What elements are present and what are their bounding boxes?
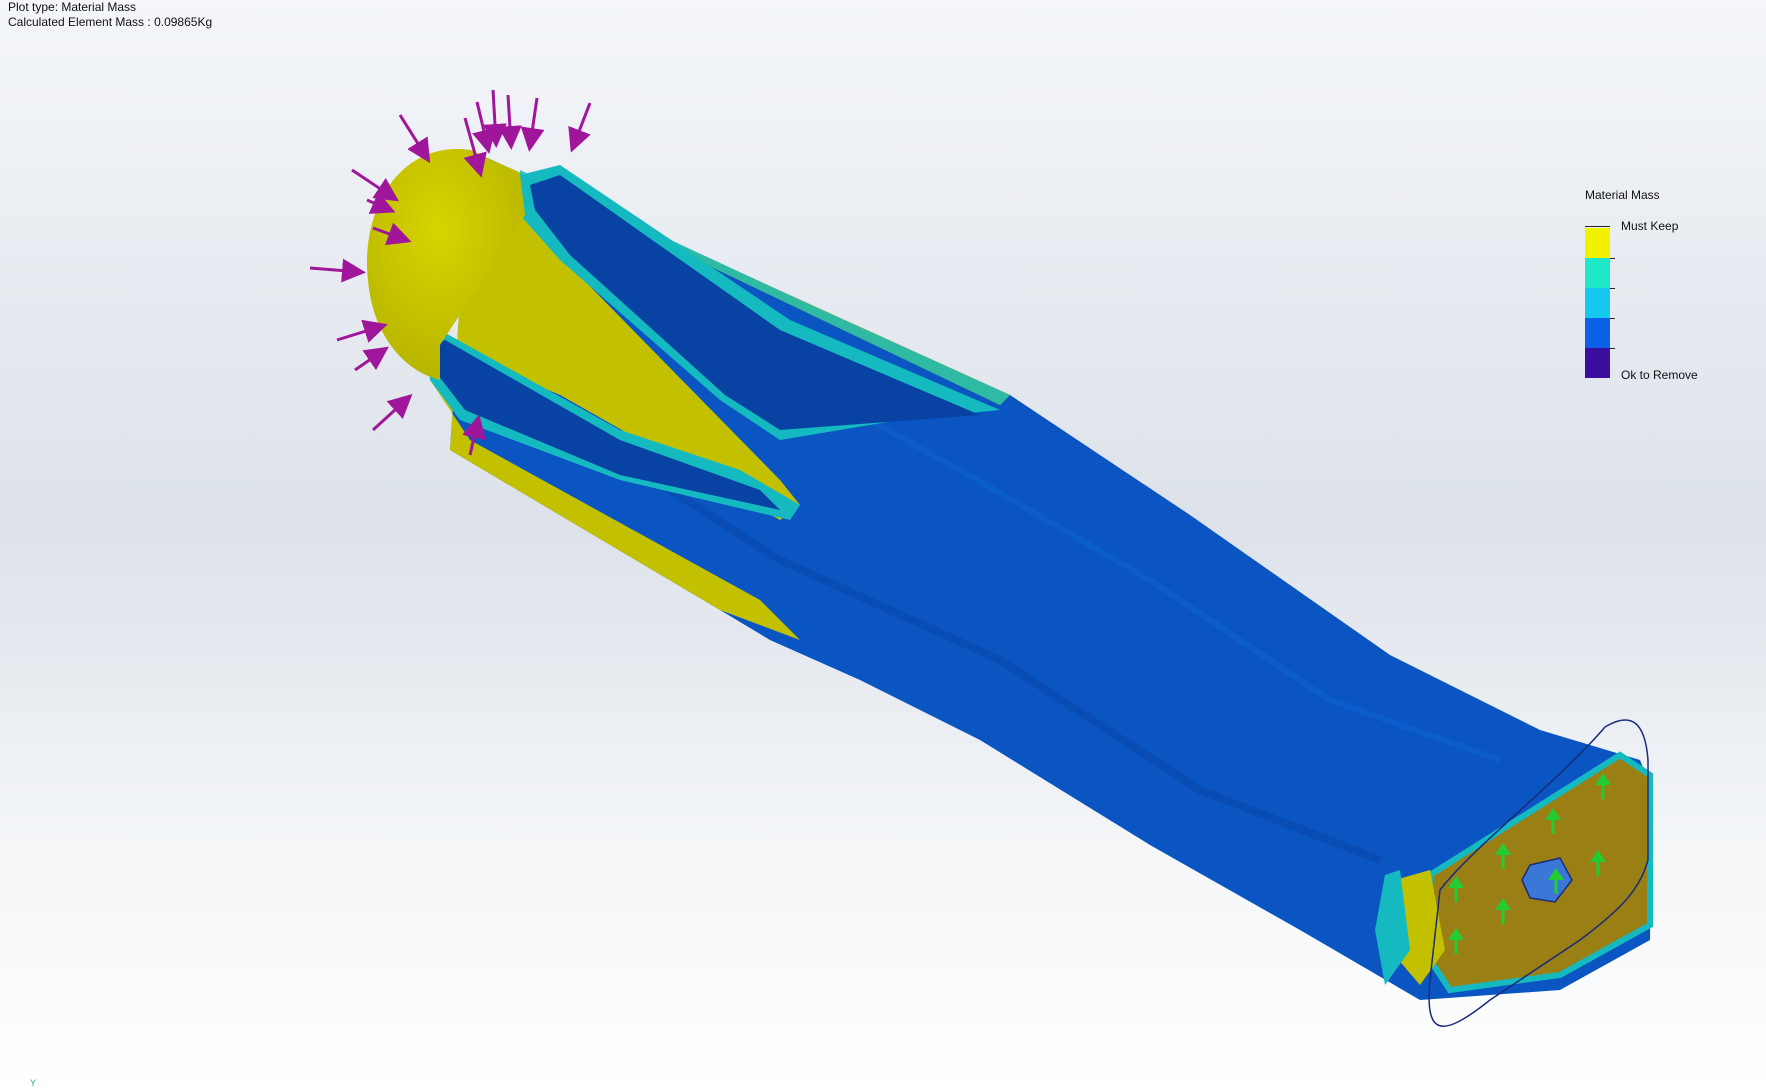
load-arrow (462, 414, 486, 456)
plot-type-text: Plot type: Material Mass (8, 0, 137, 14)
fixture-symbol (1495, 898, 1511, 924)
load-arrow (336, 319, 388, 343)
legend-title: Material Mass (1585, 188, 1660, 202)
topology-model[interactable] (366, 149, 1653, 1027)
end-cap (366, 149, 525, 380)
load-arrows (309, 89, 592, 456)
fixture-markers (1448, 773, 1611, 954)
load-arrow (354, 346, 389, 372)
load-arrow (366, 191, 396, 214)
legend-tick (1610, 288, 1615, 289)
load-arrow (482, 89, 507, 148)
load-arrow (472, 101, 496, 154)
load-arrow (372, 222, 412, 246)
cavity-upper-core (530, 175, 980, 430)
fixture-symbol (1495, 843, 1511, 869)
plot-info: Plot type: Material Mass Calculated Elem… (8, 0, 212, 30)
cavity-lower-core (433, 340, 780, 510)
end-hole (1521, 857, 1573, 903)
load-arrow (568, 102, 592, 153)
view-triad-label: Y (30, 1078, 37, 1088)
load-arrow (351, 168, 399, 202)
legend-min-label: Ok to Remove (1621, 368, 1698, 382)
legend-tick (1610, 348, 1615, 349)
legend-swatch (1585, 258, 1610, 288)
fixture-symbol (1448, 928, 1464, 954)
load-arrow (520, 97, 545, 152)
fixture-symbol (1595, 773, 1611, 799)
legend-swatch (1585, 288, 1610, 318)
legend-swatch (1585, 228, 1610, 258)
calculated-mass-value: 0.09865Kg (154, 15, 213, 29)
fixture-symbol (1448, 876, 1464, 902)
legend-color-bar (1585, 228, 1610, 378)
load-arrow (398, 114, 431, 164)
surface-ridge (557, 416, 1382, 864)
legend-swatch (1585, 348, 1610, 378)
surface-ridge (758, 357, 1501, 763)
calculated-mass-label: Calculated Element Mass : (8, 15, 151, 29)
legend-swatch (1585, 318, 1610, 348)
end-transition-patch (1375, 870, 1410, 985)
legend-tick (1610, 318, 1615, 319)
fixture-symbol (1590, 850, 1606, 876)
legend-tick (1610, 258, 1615, 259)
load-arrow (497, 94, 522, 150)
fixture-symbol (1545, 808, 1561, 834)
legend-top-line (1585, 226, 1610, 227)
fixture-symbol (1548, 868, 1564, 894)
selected-face-outline (1428, 719, 1649, 1027)
load-arrow (371, 393, 413, 432)
legend-max-label: Must Keep (1621, 219, 1679, 233)
calculated-mass-text: Calculated Element Mass : 0.09865Kg (8, 15, 212, 30)
material-mass-legend: Material Mass Must Keep Ok to Remove (1585, 186, 1745, 386)
load-arrow (309, 258, 366, 283)
